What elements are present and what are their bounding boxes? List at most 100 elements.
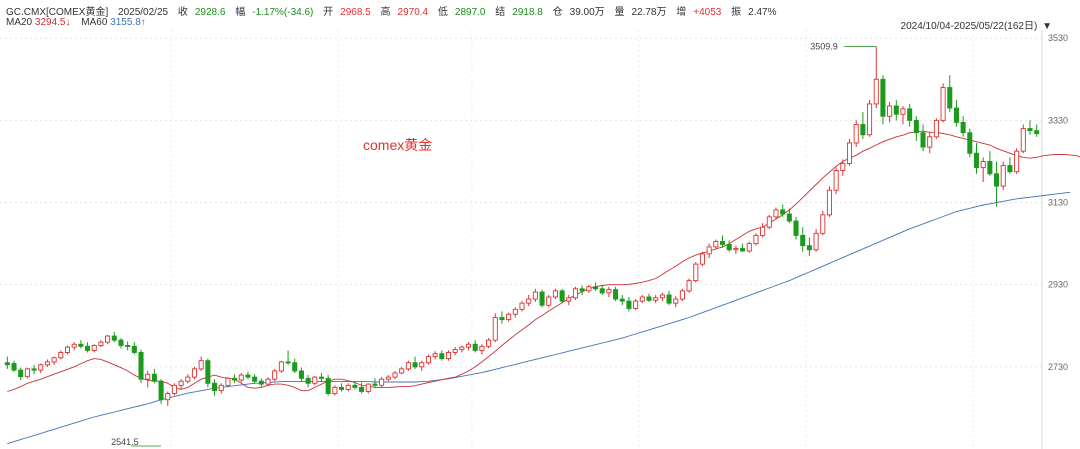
candle-up [466, 343, 472, 348]
candle-down [339, 386, 345, 390]
candle-down [285, 361, 291, 364]
candle-up [813, 232, 819, 251]
candle-up [746, 243, 752, 252]
candle-down [131, 345, 137, 353]
candle-down [412, 362, 418, 368]
candle-down [151, 373, 157, 382]
candle-down [78, 343, 84, 347]
high-label: 高 [380, 7, 391, 18]
candle-up [1000, 165, 1006, 187]
candle-down [973, 152, 980, 169]
candle-up [38, 364, 44, 371]
candle-up [693, 263, 699, 282]
change-value: -1.17%(-34.6) [252, 7, 314, 18]
open-label: 开 [323, 7, 334, 18]
candle-up [64, 346, 71, 353]
candle-up [706, 246, 712, 255]
candle-up [639, 296, 645, 302]
candle-down [18, 369, 24, 378]
candle-up [218, 384, 224, 392]
candle-up [1014, 150, 1020, 173]
increase-label: 增 [676, 7, 687, 18]
candle-down [439, 353, 445, 360]
increase-value: +4053 [693, 7, 722, 18]
candle-down [318, 376, 325, 379]
candle-down [593, 286, 599, 290]
candle-down [666, 294, 672, 304]
candle-up [566, 297, 572, 302]
candle-down [793, 220, 799, 236]
candle-down [893, 105, 899, 115]
candle-up [940, 87, 946, 121]
candle-down [325, 377, 331, 394]
candle-up [980, 161, 986, 169]
candle-up [659, 294, 665, 299]
candle-up [846, 142, 853, 164]
candle-down [539, 291, 545, 306]
candle-up [379, 378, 385, 386]
candle-down [158, 380, 164, 401]
candle-up [546, 296, 552, 306]
candle-down [372, 383, 378, 386]
candle-up [820, 214, 826, 234]
volume-value: 22.78万 [631, 7, 667, 18]
candle-up [225, 377, 231, 386]
ma60-line [7, 191, 1071, 445]
candle-down [994, 173, 1000, 187]
candle-up [419, 362, 425, 368]
candle-up [345, 384, 351, 390]
candle-up [506, 313, 512, 321]
candle-up [399, 368, 405, 374]
candle-up [145, 373, 151, 380]
date-range-selector[interactable]: 2024/10/04-2025/05/22(162日) ▼ [901, 17, 1052, 32]
candle-down [726, 243, 732, 251]
candle-down [559, 290, 565, 302]
candle-up [773, 209, 779, 218]
candle-up [519, 302, 525, 310]
candle-up [492, 317, 498, 341]
candle-up [265, 378, 271, 385]
swing-label: 振 [731, 7, 742, 18]
high-value: 2970.4 [397, 7, 429, 18]
candle-up [572, 288, 578, 299]
candle-up [873, 78, 879, 105]
candle-down [599, 288, 605, 294]
amplitude-label: 幅 [235, 7, 246, 18]
candle-up [198, 360, 204, 370]
candle-down [359, 386, 365, 392]
candle-up [766, 216, 772, 228]
candle-up [452, 349, 458, 353]
candle-down [205, 360, 211, 384]
candle-up [51, 357, 57, 363]
y-tick-label: 3330 [1048, 115, 1068, 125]
candle-up [633, 300, 639, 309]
candle-up [1020, 128, 1026, 152]
candle-down [252, 376, 258, 382]
candle-down [913, 119, 919, 134]
candle-down [780, 209, 786, 215]
candle-up [606, 289, 612, 294]
candle-down [499, 317, 505, 321]
candle-down [860, 124, 866, 136]
candle-up [679, 290, 685, 300]
settle-value: 2918.8 [512, 7, 543, 18]
candle-up [733, 248, 739, 251]
candle-down [786, 213, 792, 222]
candle-up [171, 384, 177, 394]
quote-header: GC.CMX[COMEX黄金] 2025/02/25 收 2928.6 幅 -1.1… [6, 3, 784, 18]
dropdown-icon[interactable]: ▼ [1042, 21, 1052, 32]
candle-down [987, 161, 993, 175]
candle-up [653, 297, 659, 301]
candle-up [44, 361, 50, 366]
min-price-label: 2541.5 [111, 437, 139, 447]
candle-down [579, 288, 585, 292]
candle-up [753, 234, 759, 245]
candle-up [699, 253, 705, 265]
candle-down [907, 108, 913, 121]
candle-down [111, 335, 117, 341]
candle-down [646, 296, 652, 301]
candle-down [11, 363, 17, 371]
candle-up [933, 119, 939, 138]
candle-up [760, 226, 766, 236]
candle-up [479, 345, 485, 351]
